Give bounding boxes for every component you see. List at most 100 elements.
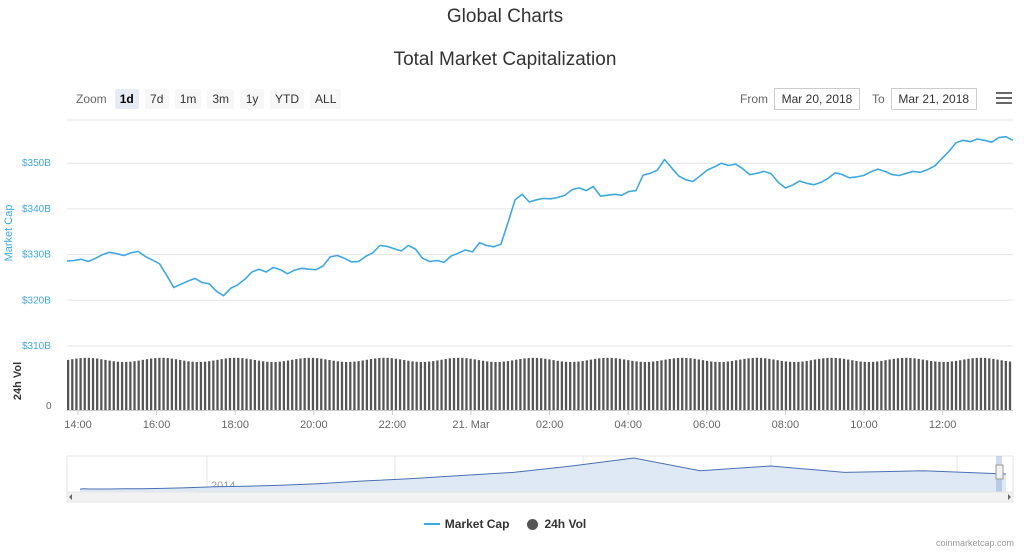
volume-bar — [1008, 361, 1012, 410]
volume-bar — [656, 361, 659, 410]
zoom-1y-button[interactable]: 1y — [240, 89, 265, 109]
volume-bar — [224, 358, 227, 410]
zoom-7d-button[interactable]: 7d — [144, 89, 169, 109]
x-axis: 14:00 16:00 18:00 20:00 22:00 21. Mar 02:00 04:… — [64, 410, 956, 431]
x-tick-label: 10:00 — [850, 419, 878, 431]
volume-bar — [921, 359, 924, 410]
volume-bar — [909, 357, 912, 410]
credits-link[interactable]: coinmarketcap.com — [935, 538, 1014, 548]
legend-market-cap[interactable]: Market Cap — [423, 517, 510, 531]
volume-bar — [917, 358, 920, 410]
hamburger-menu-icon[interactable] — [996, 92, 1012, 106]
volume-bar — [494, 361, 497, 410]
volume-bar — [635, 361, 638, 410]
volume-bar — [75, 358, 78, 410]
volume-bar — [896, 358, 900, 410]
market-cap-series — [66, 135, 1014, 297]
volume-bar — [187, 361, 190, 410]
volume-bar — [838, 358, 842, 410]
volume-bar — [490, 361, 493, 410]
volume-bar — [647, 361, 651, 410]
volume-bar — [100, 359, 103, 410]
zoom-all-button[interactable]: ALL — [310, 89, 342, 109]
volume-bar — [523, 358, 526, 410]
volume-bar — [681, 357, 684, 410]
volume-bar — [133, 361, 136, 410]
volume-series: 24h Vol 0 — [12, 357, 1013, 412]
volume-bar — [610, 357, 613, 410]
volume-bar — [884, 360, 887, 410]
zoom-1m-button[interactable]: 1m — [174, 89, 202, 109]
volume-bar — [892, 358, 895, 410]
volume-bar — [589, 359, 593, 410]
volume-bar — [954, 360, 958, 410]
volume-bar — [411, 361, 414, 410]
volume-bar — [859, 361, 862, 410]
volume-bar — [817, 358, 821, 410]
volume-bar — [112, 361, 115, 410]
volume-bar — [863, 361, 866, 410]
volume-bar — [452, 358, 456, 410]
scrollbar-track[interactable] — [66, 491, 1014, 503]
legend-market-cap-label: Market Cap — [444, 517, 510, 531]
volume-bar — [158, 357, 161, 410]
volume-bar — [685, 357, 688, 410]
volume-bar — [950, 361, 954, 410]
volume-bar — [398, 359, 402, 410]
y-tick-label: $350B — [22, 158, 51, 169]
to-date-input[interactable]: Mar 21, 2018 — [890, 88, 977, 110]
volume-bar — [440, 359, 443, 410]
volume-bar — [174, 359, 178, 410]
zoom-ytd-button[interactable]: YTD — [270, 89, 305, 109]
volume-bar — [336, 361, 339, 410]
volume-bar — [996, 359, 999, 410]
volume-bar — [286, 360, 290, 410]
volume-bar — [340, 361, 344, 410]
navigator-handle[interactable] — [995, 464, 1004, 480]
legend-volume[interactable]: 24h Vol — [527, 517, 586, 531]
volume-bar — [593, 358, 597, 410]
scroll-left-arrow-icon[interactable] — [69, 494, 72, 500]
volume-bar — [357, 361, 360, 410]
volume-bar — [983, 357, 987, 410]
volume-bar — [581, 361, 584, 410]
volume-bar — [274, 361, 277, 410]
navigator-line — [79, 457, 1007, 490]
scroll-right-arrow-icon[interactable] — [1008, 494, 1011, 500]
navigator: 20142015201620172018 — [66, 455, 1014, 503]
volume-bar — [183, 360, 186, 410]
volume-bar — [320, 358, 323, 410]
volume-bar — [394, 358, 398, 410]
volume-bar — [353, 361, 356, 410]
from-date-input[interactable]: Mar 20, 2018 — [774, 88, 860, 110]
volume-bar — [390, 358, 393, 410]
volume-bar — [560, 361, 564, 410]
volume-bar — [303, 358, 306, 410]
volume-bar — [486, 361, 489, 410]
volume-bar — [876, 361, 879, 410]
volume-bar — [477, 360, 481, 410]
volume-bar — [701, 360, 705, 410]
volume-bar — [149, 358, 153, 410]
volume-bar — [801, 361, 804, 410]
volume-bar — [349, 361, 352, 410]
volume-bar — [722, 361, 725, 410]
volume-bar — [672, 358, 676, 410]
volume-bar — [652, 361, 655, 410]
zoom-3m-button[interactable]: 3m — [207, 89, 235, 109]
date-range: From Mar 20, 2018 To Mar 21, 2018 — [740, 88, 977, 110]
volume-bar — [631, 360, 634, 410]
volume-bar — [743, 358, 746, 410]
x-tick-label: 22:00 — [379, 419, 407, 431]
volume-bar — [191, 361, 194, 410]
volume-bar — [639, 361, 642, 410]
volume-bar — [784, 361, 788, 410]
volume-bar — [120, 361, 124, 410]
volume-bar — [934, 361, 937, 410]
volume-bar — [585, 360, 588, 410]
volume-bar — [328, 360, 331, 410]
volume-bar — [257, 360, 261, 410]
volume-bar — [735, 360, 738, 410]
zoom-1d-button[interactable]: 1d — [114, 89, 139, 109]
